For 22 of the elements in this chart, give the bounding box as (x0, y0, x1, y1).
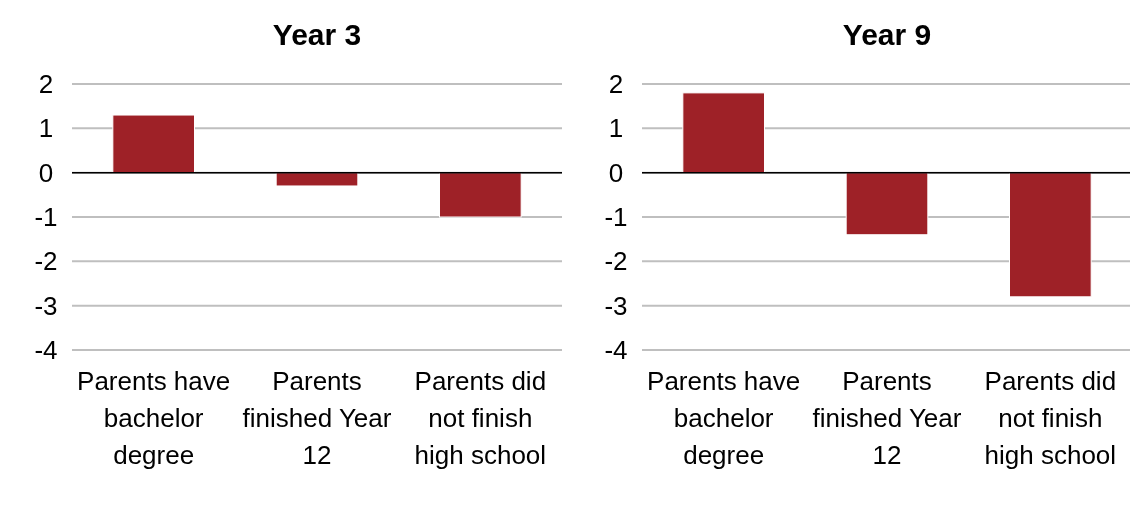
chart-title: Year 3 (272, 18, 362, 51)
x-tick-label: Parents finished Year 12 (242, 366, 392, 470)
y-tick-label: -3 (34, 290, 58, 321)
y-tick-label: 0 (608, 157, 624, 188)
y-tick-label: 2 (608, 69, 624, 100)
y-tick-label: -4 (34, 335, 58, 366)
y-tick-label: -2 (34, 246, 58, 277)
y-tick-label: -1 (604, 202, 628, 233)
chart-title: Year 9 (842, 18, 932, 51)
y-tick-label: -4 (604, 335, 628, 366)
x-tick-label: Parents finished Year 12 (812, 366, 962, 470)
x-tick-label: Parents did not finish high school (414, 366, 547, 470)
y-tick-label: 0 (38, 157, 54, 188)
y-tick-label: 1 (38, 113, 54, 144)
y-tick-label: 1 (608, 113, 624, 144)
x-tick-label: Parents did not finish high school (984, 366, 1117, 470)
y-tick-label: -2 (604, 246, 628, 277)
y-tick-label: -3 (604, 290, 628, 321)
x-tick-label: Parents have bachelor degree (77, 366, 231, 470)
y-tick-label: -1 (34, 202, 58, 233)
x-tick-label: Parents have bachelor degree (647, 366, 801, 470)
y-tick-label: 2 (38, 69, 54, 100)
